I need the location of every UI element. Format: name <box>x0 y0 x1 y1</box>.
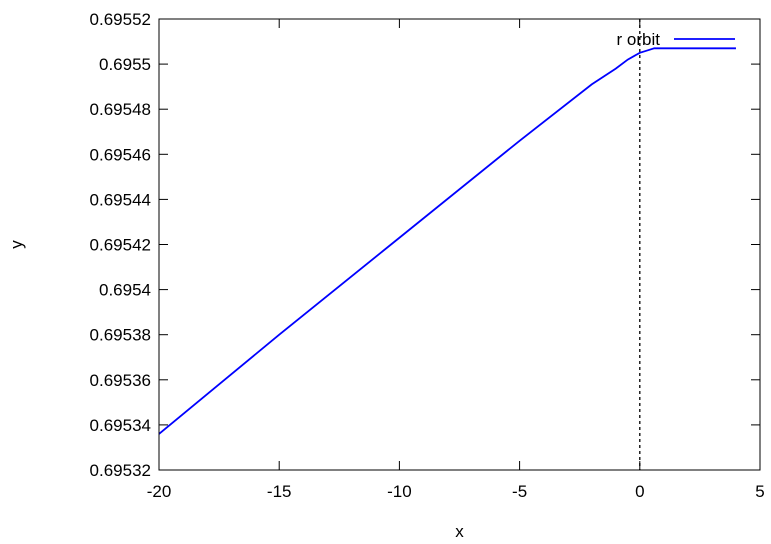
y-tick-label: 0.69552 <box>90 10 151 29</box>
y-tick-label: 0.69546 <box>90 145 151 164</box>
y-tick-label: 0.69532 <box>90 461 151 480</box>
x-axis-title: x <box>455 522 464 541</box>
x-tick-label: 5 <box>755 482 764 501</box>
x-tick-label: -10 <box>387 482 412 501</box>
y-tick-label: 0.69542 <box>90 236 151 255</box>
y-tick-label: 0.6954 <box>99 281 151 300</box>
y-axis-title: y <box>7 240 26 249</box>
legend-label: r orbit <box>617 30 661 49</box>
y-tick-label: 0.69538 <box>90 326 151 345</box>
series-line-r-orbit <box>158 47 736 435</box>
legend: r orbit <box>617 30 735 49</box>
y-tick-label: 0.69548 <box>90 100 151 119</box>
y-tick-label: 0.6955 <box>99 55 151 74</box>
plot-frame <box>158 18 761 471</box>
x-tick-label: -5 <box>512 482 527 501</box>
x-tick-label: 0 <box>635 482 644 501</box>
x-tick-label: -15 <box>267 482 292 501</box>
x-tick-label: -20 <box>147 482 172 501</box>
y-tick-label: 0.69536 <box>90 371 151 390</box>
y-tick-label: 0.69544 <box>90 190 151 209</box>
y-tick-label: 0.69534 <box>90 416 151 435</box>
